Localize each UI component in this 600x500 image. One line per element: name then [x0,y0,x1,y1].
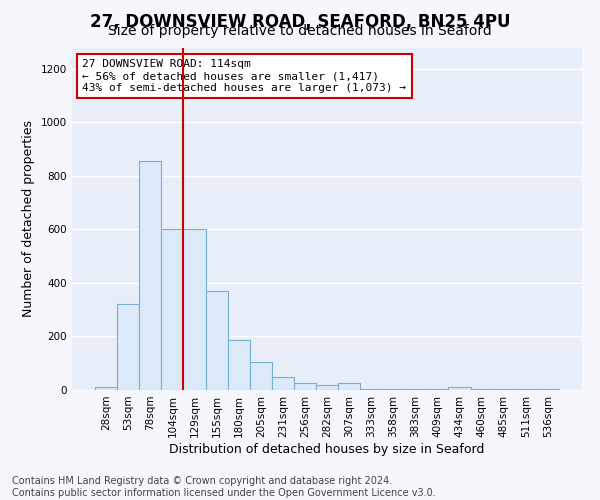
X-axis label: Distribution of detached houses by size in Seaford: Distribution of detached houses by size … [169,442,485,456]
Bar [227,340,250,390]
Bar [360,388,382,390]
Bar [184,230,206,390]
Bar [338,384,360,390]
Text: Contains HM Land Registry data © Crown copyright and database right 2024.
Contai: Contains HM Land Registry data © Crown c… [12,476,436,498]
Text: Size of property relative to detached houses in Seaford: Size of property relative to detached ho… [108,24,492,38]
Bar [272,377,294,390]
Bar [250,362,272,390]
Bar [139,161,161,390]
Bar [117,304,139,390]
Text: 27, DOWNSVIEW ROAD, SEAFORD, BN25 4PU: 27, DOWNSVIEW ROAD, SEAFORD, BN25 4PU [90,12,510,30]
Bar [448,387,470,390]
Bar [206,291,227,390]
Text: 27 DOWNSVIEW ROAD: 114sqm
← 56% of detached houses are smaller (1,417)
43% of se: 27 DOWNSVIEW ROAD: 114sqm ← 56% of detac… [82,60,406,92]
Bar [95,386,117,390]
Bar [294,384,316,390]
Y-axis label: Number of detached properties: Number of detached properties [22,120,35,318]
Bar [161,230,184,390]
Bar [316,384,338,390]
